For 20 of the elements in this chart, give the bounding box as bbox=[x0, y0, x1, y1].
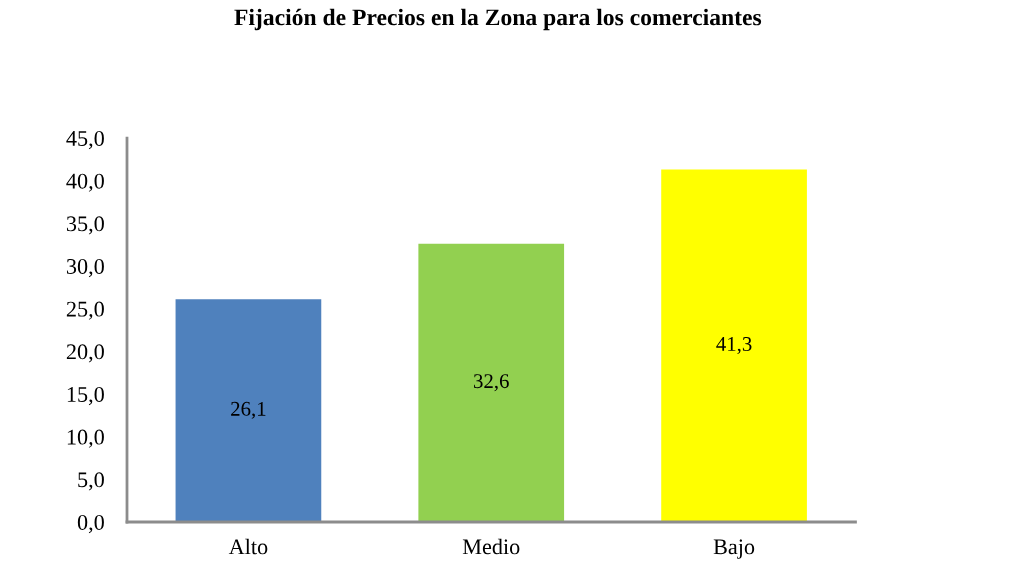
x-tick-label: Medio bbox=[462, 538, 520, 555]
y-tick-label: 40,0 bbox=[66, 173, 104, 192]
y-tick-label: 5,0 bbox=[78, 472, 104, 491]
y-tick-label: 20,0 bbox=[66, 344, 104, 363]
bar bbox=[418, 243, 565, 522]
bar bbox=[661, 169, 807, 522]
y-tick-label: 10,0 bbox=[67, 429, 104, 448]
x-tick-label: Alto bbox=[228, 538, 268, 555]
y-tick-label: 45,0 bbox=[66, 130, 104, 150]
data-label: 32,6 bbox=[474, 374, 509, 392]
data-label: 26,1 bbox=[231, 401, 266, 419]
y-tick-label: 25,0 bbox=[66, 301, 104, 320]
y-tick-label: 30,0 bbox=[66, 258, 104, 278]
bar bbox=[175, 299, 322, 522]
y-tick-label: 15,0 bbox=[67, 386, 104, 406]
data-label: 41,3 bbox=[716, 337, 752, 355]
x-tick-label: Bajo bbox=[713, 539, 755, 559]
y-tick-label: 35,0 bbox=[66, 216, 104, 235]
y-tick-label: 0,0 bbox=[77, 514, 104, 534]
chart-title: Fijación de Precios en la Zona para los comerciantes bbox=[234, 8, 762, 31]
